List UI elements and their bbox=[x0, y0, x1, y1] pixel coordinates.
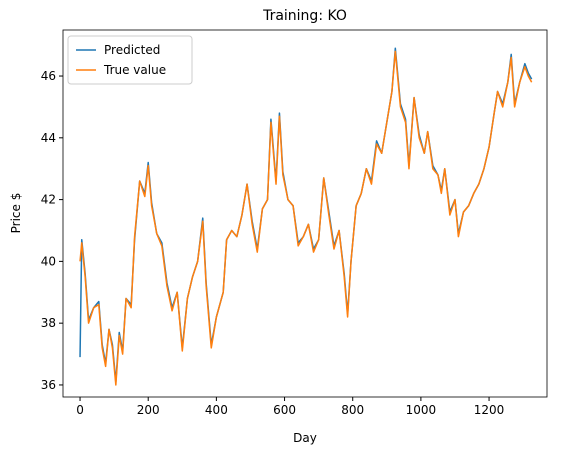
x-tick-label: 600 bbox=[273, 403, 296, 417]
y-tick-label: 44 bbox=[41, 131, 56, 145]
plot-frame bbox=[62, 29, 548, 398]
x-tick-label: 400 bbox=[205, 403, 228, 417]
y-tick-label: 38 bbox=[41, 316, 56, 330]
series-line bbox=[79, 47, 533, 383]
chart-title: Training: KO bbox=[262, 8, 347, 24]
y-tick-label: 42 bbox=[41, 193, 56, 207]
series-line bbox=[79, 50, 533, 386]
x-tick-label: 200 bbox=[137, 403, 160, 417]
x-tick-label: 800 bbox=[341, 403, 364, 417]
y-axis-label: Price $ bbox=[9, 193, 23, 234]
y-tick-label: 40 bbox=[41, 254, 56, 268]
x-tick-label: 1000 bbox=[406, 403, 437, 417]
legend-box bbox=[67, 35, 193, 85]
x-tick-label: 0 bbox=[76, 403, 84, 417]
legend-label: Predicted bbox=[104, 43, 160, 57]
x-tick-label: 1200 bbox=[474, 403, 505, 417]
y-tick-label: 36 bbox=[41, 378, 56, 392]
y-tick-label: 46 bbox=[41, 69, 56, 83]
x-axis-label: Day bbox=[293, 431, 317, 445]
legend-label: True value bbox=[103, 63, 166, 77]
